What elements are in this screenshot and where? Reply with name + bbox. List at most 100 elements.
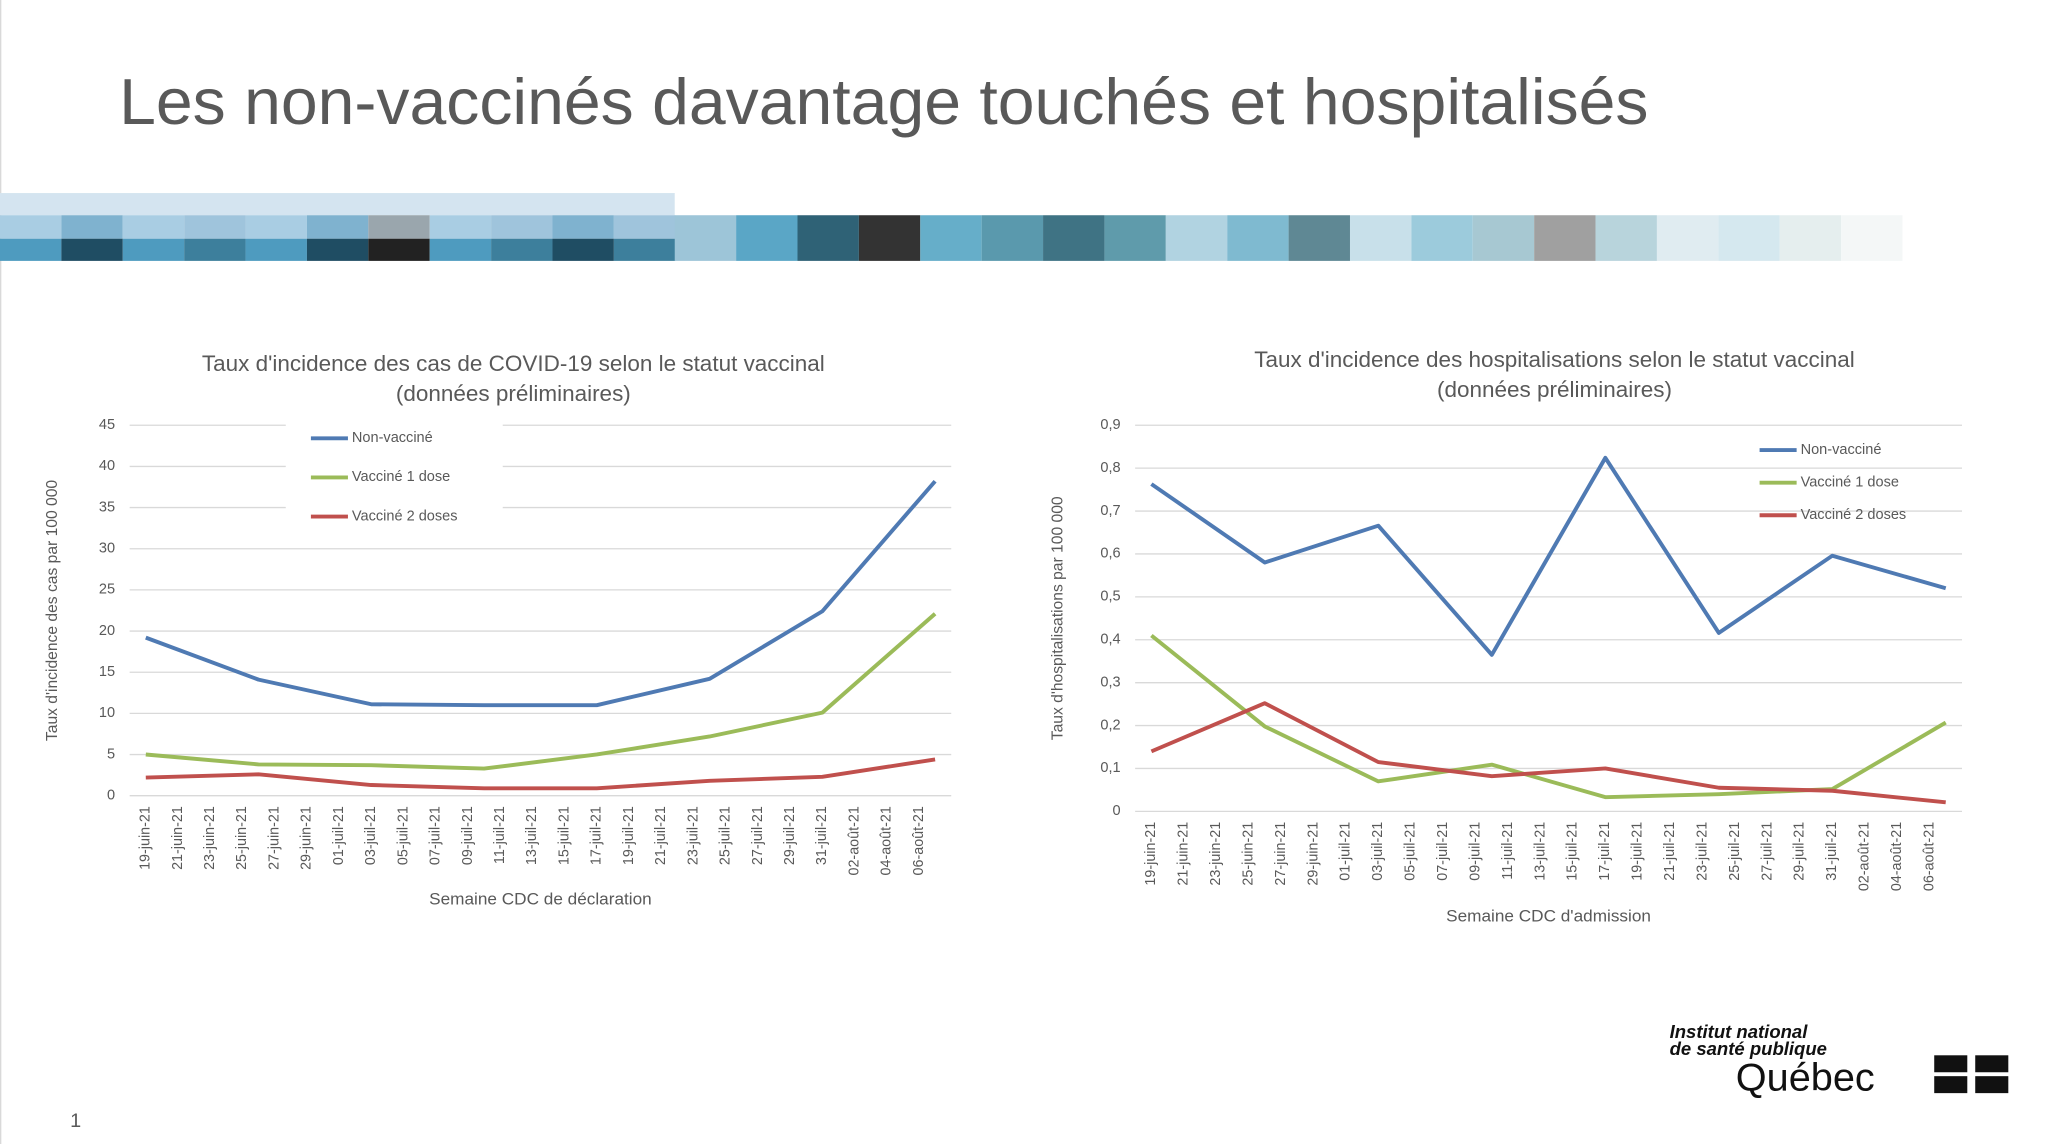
band-block <box>1104 215 1166 261</box>
legend-label: Vacciné 1 dose <box>352 469 450 485</box>
x-tick-label: 23-juil-21 <box>685 806 701 865</box>
x-tick-label: 23-juin-21 <box>202 806 218 870</box>
data-line <box>1150 701 1946 805</box>
data-line <box>145 757 936 791</box>
x-tick-label: 27-juil-21 <box>750 806 766 865</box>
band-block <box>0 193 675 216</box>
y-tick-label: 0,9 <box>1100 417 1120 433</box>
x-tick-label: 25-juil-21 <box>717 806 733 865</box>
band-block <box>1841 215 1903 261</box>
x-tick-label: 19-juin-21 <box>1143 822 1159 886</box>
x-tick-label: 15-juil-21 <box>1565 822 1581 881</box>
chart-title: Taux d'incidence des cas de COVID-19 sel… <box>202 351 825 376</box>
band-block <box>1534 215 1596 261</box>
y-tick-label: 0,6 <box>1100 546 1120 562</box>
y-tick-label: 10 <box>99 705 115 721</box>
x-tick-label: 21-juin-21 <box>170 806 186 870</box>
y-axis-label: Taux d'hospitalisations par 100 000 <box>1049 496 1066 740</box>
x-tick-label: 19-juin-21 <box>138 806 154 870</box>
x-tick-label: 27-juin-21 <box>266 806 282 870</box>
y-tick-label: 0,2 <box>1100 717 1120 733</box>
band-block <box>122 238 185 261</box>
band-block <box>858 215 921 261</box>
x-tick-label: 02-août-21 <box>846 806 862 875</box>
band-block <box>552 238 614 261</box>
x-axis-label: Semaine CDC de déclaration <box>429 890 652 909</box>
x-tick-label: 29-juil-21 <box>1792 822 1808 881</box>
band-block <box>245 238 307 261</box>
x-tick-label: 07-juil-21 <box>427 806 443 865</box>
x-tick-label: 15-juil-21 <box>556 806 572 865</box>
legend-label: Non-vacciné <box>1801 442 1882 458</box>
x-tick-label: 29-juin-21 <box>299 806 315 870</box>
color-band <box>0 193 1903 261</box>
slide-title: Les non-vaccinés davantage touchés et ho… <box>119 66 1648 138</box>
data-line <box>145 479 937 708</box>
x-tick-label: 06-août-21 <box>911 806 927 875</box>
band-block <box>552 215 614 239</box>
x-tick-label: 25-juil-21 <box>1727 822 1743 881</box>
band-block <box>429 215 492 239</box>
x-tick-label: 01-juil-21 <box>1338 822 1354 881</box>
x-tick-label: 17-juil-21 <box>589 806 605 865</box>
x-tick-label: 17-juil-21 <box>1597 822 1613 881</box>
x-tick-label: 29-juin-21 <box>1305 822 1321 886</box>
band-block <box>368 215 430 239</box>
band-block <box>306 238 369 261</box>
band-block <box>429 238 492 261</box>
flag-part <box>1934 1055 1968 1073</box>
x-tick-label: 03-juil-21 <box>1370 822 1386 881</box>
x-tick-label: 19-juil-21 <box>1629 822 1645 881</box>
band-block <box>0 238 62 261</box>
x-tick-label: 04-août-21 <box>879 806 895 875</box>
band-block <box>736 215 798 261</box>
band-block <box>1779 215 1842 261</box>
band-block <box>1349 215 1412 261</box>
band-block <box>613 215 676 239</box>
y-tick-label: 35 <box>99 499 115 515</box>
band-block <box>1656 215 1719 261</box>
x-tick-label: 05-juil-21 <box>1403 822 1419 881</box>
y-axis-label: Taux d'incidence des cas par 100 000 <box>44 480 61 741</box>
band-block <box>1165 215 1228 261</box>
x-tick-label: 21-juin-21 <box>1176 822 1192 886</box>
band-block <box>613 238 676 261</box>
y-tick-label: 0 <box>107 788 115 804</box>
y-tick-label: 45 <box>99 417 115 433</box>
band-block <box>920 215 982 261</box>
x-tick-label: 29-juil-21 <box>782 806 798 865</box>
flag-part <box>1975 1055 2009 1073</box>
x-tick-label: 19-juil-21 <box>621 806 637 865</box>
band-block <box>1288 215 1350 261</box>
x-tick-label: 03-juil-21 <box>363 806 379 865</box>
y-tick-label: 20 <box>99 623 115 639</box>
x-tick-label: 05-juil-21 <box>395 806 411 865</box>
band-block <box>184 215 246 239</box>
band-block <box>61 238 123 261</box>
band-block <box>368 238 430 261</box>
x-tick-label: 06-août-21 <box>1921 822 1937 891</box>
x-tick-label: 31-juil-21 <box>814 806 830 865</box>
band-block <box>797 215 859 261</box>
x-tick-label: 27-juil-21 <box>1759 822 1775 881</box>
chart-subtitle: (données préliminaires) <box>396 381 631 406</box>
y-tick-label: 0,7 <box>1100 503 1120 519</box>
logo-text: Institut national <box>1670 1021 1809 1042</box>
x-tick-label: 23-juin-21 <box>1208 822 1224 886</box>
flag-icon <box>1934 1055 2009 1094</box>
x-axis-label: Semaine CDC d'admission <box>1446 907 1651 926</box>
band-block <box>245 215 307 239</box>
band-block <box>674 215 737 261</box>
y-tick-label: 40 <box>99 458 115 474</box>
band-block <box>1718 215 1780 261</box>
x-tick-label: 27-juin-21 <box>1273 822 1289 886</box>
band-block <box>122 215 185 239</box>
y-tick-label: 30 <box>99 541 115 557</box>
y-tick-label: 0 <box>1112 803 1120 819</box>
x-tick-label: 25-juin-21 <box>234 806 250 870</box>
x-tick-label: 21-juil-21 <box>653 806 669 865</box>
band-block <box>61 215 123 239</box>
flag-part <box>1975 1076 2009 1094</box>
logo-text: Québec <box>1736 1056 1875 1100</box>
